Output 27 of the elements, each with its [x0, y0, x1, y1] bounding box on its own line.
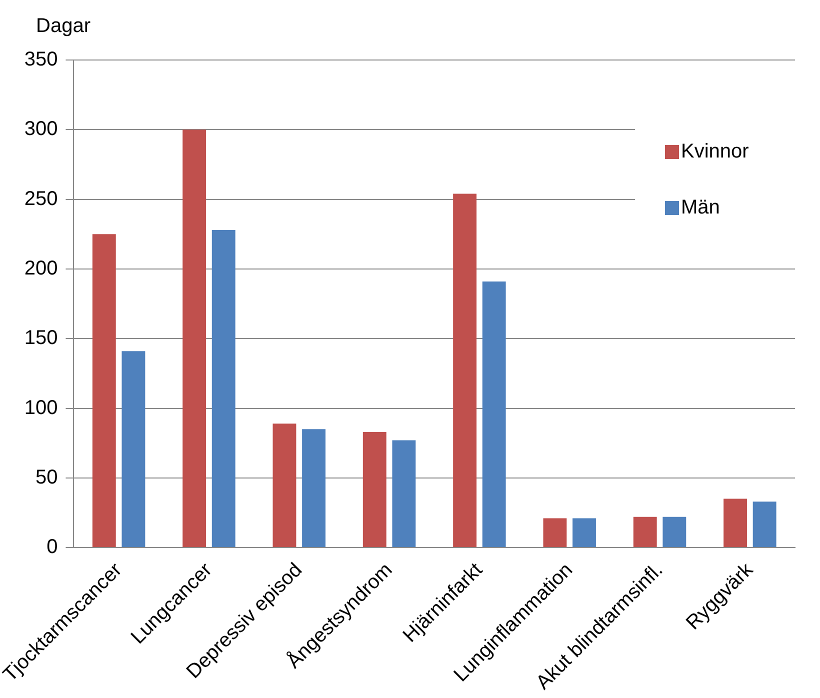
- bar: [362, 432, 386, 548]
- bar: [453, 194, 477, 548]
- bar: [182, 130, 206, 548]
- y-tick-label: 300: [24, 118, 58, 140]
- bar: [752, 502, 776, 548]
- bar: [302, 429, 326, 548]
- bar: [92, 234, 116, 548]
- bar: [662, 516, 686, 548]
- bar: [122, 351, 146, 548]
- y-tick-label: 0: [46, 536, 58, 558]
- bar: [633, 516, 657, 548]
- y-tick-label: 150: [24, 327, 58, 350]
- y-tick-label: 250: [24, 188, 58, 210]
- y-axis-title: Dagar: [36, 15, 91, 37]
- legend-label: Män: [681, 196, 720, 219]
- legend-label: Kvinnor: [681, 140, 750, 163]
- bar: [272, 424, 296, 548]
- bar: [572, 518, 596, 548]
- y-tick-label: 200: [24, 257, 58, 280]
- bar: [724, 498, 747, 548]
- bar: [482, 281, 506, 548]
- bar: [212, 230, 236, 548]
- y-tick-label: 100: [24, 396, 58, 419]
- y-tick-label: 350: [24, 48, 58, 71]
- y-tick-label: 50: [35, 466, 58, 488]
- bar: [392, 440, 416, 548]
- bar: [543, 518, 567, 548]
